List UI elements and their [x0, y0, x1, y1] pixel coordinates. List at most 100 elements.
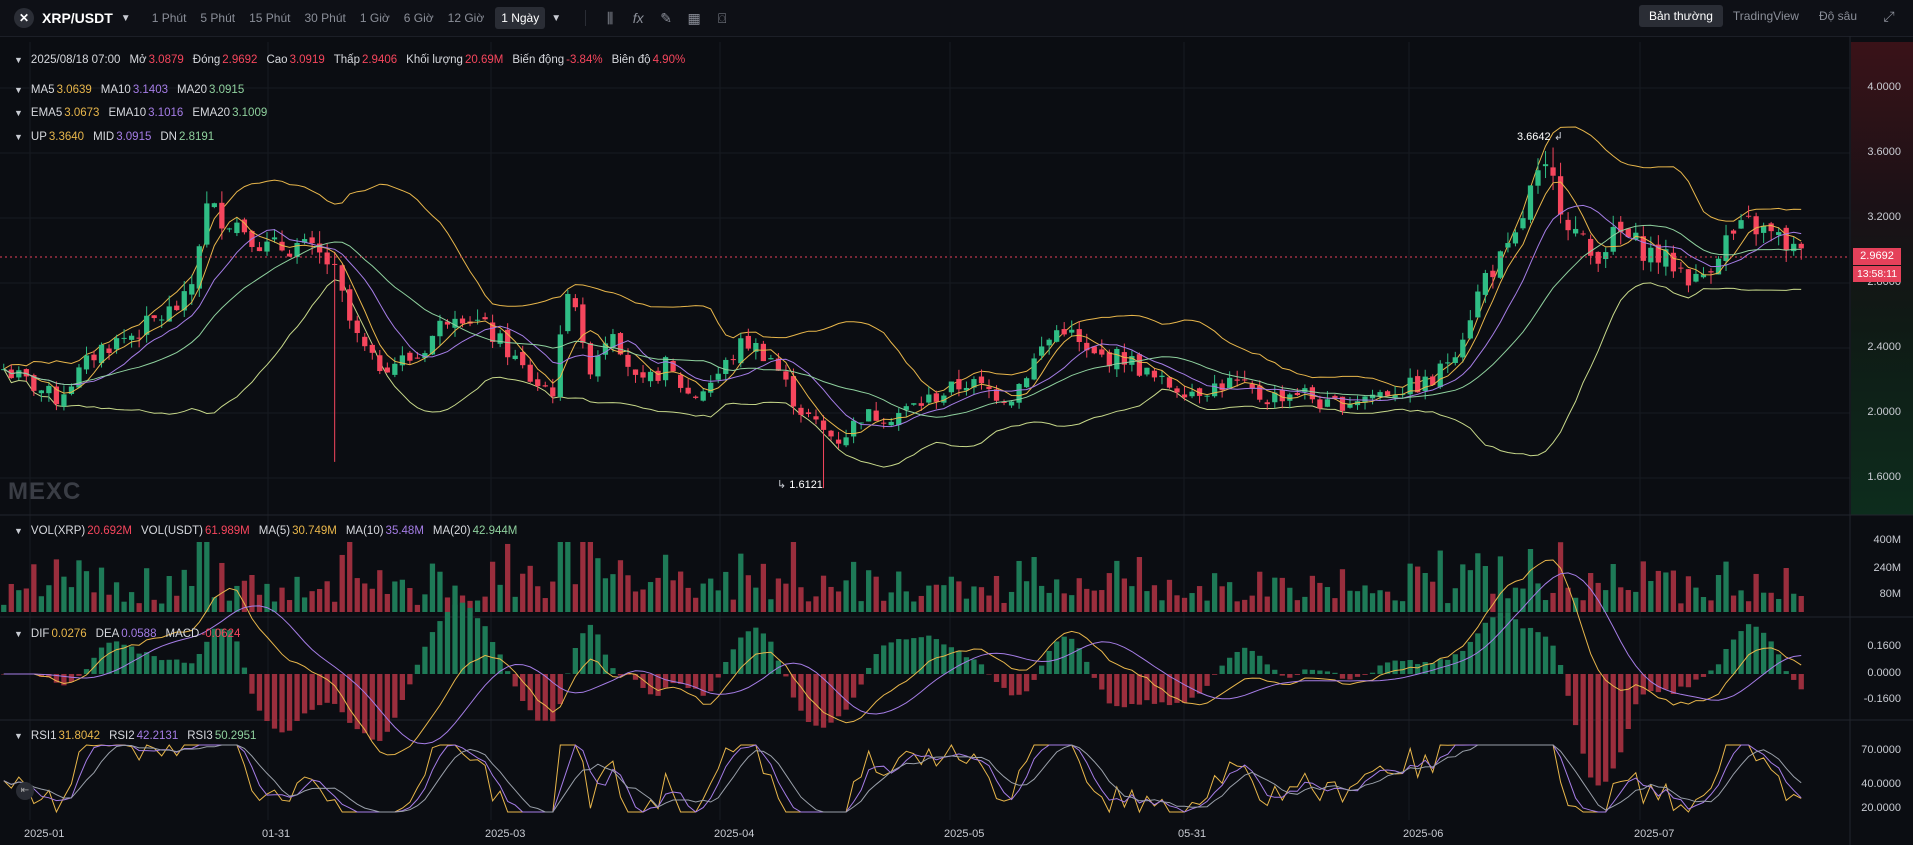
mexc-watermark: MEXC — [8, 478, 82, 505]
interval-1h[interactable]: 1 Giờ — [359, 11, 390, 25]
macd-histogram-bar — [1279, 674, 1285, 676]
macd-histogram-bar — [444, 611, 451, 674]
candle-body — [1317, 399, 1323, 409]
volume-bar — [926, 585, 932, 612]
candle-body — [1099, 349, 1105, 355]
tab-depth[interactable]: Độ sâu — [1818, 9, 1857, 23]
candle-body — [662, 357, 669, 381]
chevron-down-icon[interactable]: ▼ — [14, 132, 23, 142]
candle-type-icon[interactable]: ⫼ — [606, 9, 614, 26]
candle-body — [738, 338, 744, 364]
candle-body — [1384, 391, 1391, 396]
interval-1d[interactable]: 1 Ngày — [495, 7, 546, 29]
chevron-down-icon[interactable]: ▼ — [120, 12, 131, 24]
x-axis-tick: 2025-04 — [714, 828, 755, 840]
volume-bar — [1761, 592, 1767, 612]
candle-body — [535, 379, 541, 387]
macd-histogram-bar — [813, 674, 819, 726]
volume-bar — [723, 571, 729, 612]
amplitude-label: Biên độ — [611, 54, 651, 66]
volume-bar — [978, 587, 985, 612]
ema20-value: 3.1009 — [232, 107, 268, 119]
candle-body — [1242, 379, 1248, 381]
pair-name[interactable]: XRP/USDT — [42, 10, 113, 26]
macd-histogram-bar — [1121, 674, 1127, 708]
volume-bar — [730, 599, 736, 612]
volume-bar — [565, 542, 571, 612]
volume-bar — [1527, 548, 1534, 612]
macd-histogram-bar — [933, 639, 939, 674]
macd-histogram-bar — [241, 667, 248, 674]
volume-bar — [241, 580, 248, 612]
chevron-down-icon[interactable]: ▼ — [14, 108, 23, 118]
interval-12h[interactable]: 12 Giờ — [447, 11, 485, 25]
interval-1m[interactable]: 1 Phút — [151, 11, 187, 25]
chevron-down-icon[interactable]: ▼ — [14, 526, 23, 536]
macd-histogram-bar — [482, 626, 488, 674]
x-axis-tick: 2025-01 — [24, 828, 65, 840]
macd-histogram-bar — [1670, 674, 1677, 695]
tab-standard[interactable]: Bản thường — [1638, 5, 1723, 27]
scroll-to-start-icon[interactable]: ⇤ — [16, 782, 34, 800]
candle-body — [1069, 329, 1075, 333]
candle-body — [828, 430, 834, 437]
candle-body — [993, 389, 1000, 401]
candle-body — [1264, 402, 1270, 405]
vol-ma10-value: 35.48M — [385, 525, 424, 537]
chevron-down-icon[interactable]: ▼ — [14, 85, 23, 95]
draw-pencil-icon[interactable]: ✎ — [660, 9, 672, 26]
macd-histogram-bar — [459, 602, 466, 674]
candle-body — [1159, 375, 1165, 378]
volume-bar — [542, 598, 548, 612]
macd-histogram-bar — [1678, 674, 1684, 687]
volume-bar — [249, 575, 255, 612]
macd-histogram-bar — [1219, 665, 1225, 674]
volume-bar — [933, 584, 939, 612]
interval-6h[interactable]: 6 Giờ — [403, 11, 434, 25]
chevron-down-icon[interactable]: ▼ — [14, 55, 23, 65]
volume-bar — [1362, 585, 1368, 612]
candle-body — [896, 412, 902, 426]
interval-5m[interactable]: 5 Phút — [200, 11, 236, 25]
layout-grid-icon[interactable]: ▦ — [687, 9, 701, 26]
volume-bar — [53, 559, 60, 612]
indicator-fx-icon[interactable]: fx — [632, 10, 644, 26]
interval-15m[interactable]: 15 Phút — [249, 11, 291, 25]
macd-histogram-bar — [317, 674, 323, 706]
candle-body — [1482, 273, 1488, 295]
interval-30m[interactable]: 30 Phút — [304, 11, 346, 25]
macd-histogram-bar — [1196, 674, 1203, 694]
camera-icon[interactable]: ⌼ — [717, 9, 727, 26]
fullscreen-icon[interactable]: ⤢ — [1883, 7, 1895, 24]
candle-body — [1550, 167, 1556, 176]
macd-histogram-bar — [1610, 674, 1616, 769]
chevron-down-icon[interactable]: ▼ — [14, 629, 23, 639]
interval-dropdown-icon[interactable]: ▼ — [551, 12, 562, 24]
candle-body — [941, 395, 947, 403]
macd-histogram-bar — [46, 674, 52, 678]
volume-bar — [98, 567, 105, 612]
rsi-legend: ▼ RSI1 31.8042 RSI2 42.2131 RSI3 50.2951 — [14, 730, 265, 742]
macd-histogram-bar — [1099, 674, 1105, 690]
volume-bar — [535, 586, 541, 612]
candle-body — [1693, 273, 1699, 282]
boll-mid-value: 3.0915 — [116, 131, 152, 143]
volume-bar — [1497, 556, 1504, 612]
candle-body — [753, 342, 759, 352]
tab-tradingview[interactable]: TradingView — [1732, 9, 1799, 23]
candle-body — [189, 284, 195, 295]
candle-body — [61, 394, 67, 407]
candle-body — [1392, 394, 1398, 398]
macd-histogram-bar — [249, 674, 255, 694]
volume-bar — [888, 592, 894, 612]
candle-body — [1505, 243, 1511, 248]
macd-histogram-bar — [309, 674, 315, 710]
macd-histogram-bar — [625, 674, 631, 675]
chevron-down-icon[interactable]: ▼ — [14, 731, 23, 741]
volume-bar — [1798, 596, 1804, 612]
macd-histogram-bar — [332, 674, 338, 704]
volume-bar — [159, 603, 165, 612]
candle-body — [91, 354, 97, 361]
macd-histogram-bar — [881, 645, 887, 674]
